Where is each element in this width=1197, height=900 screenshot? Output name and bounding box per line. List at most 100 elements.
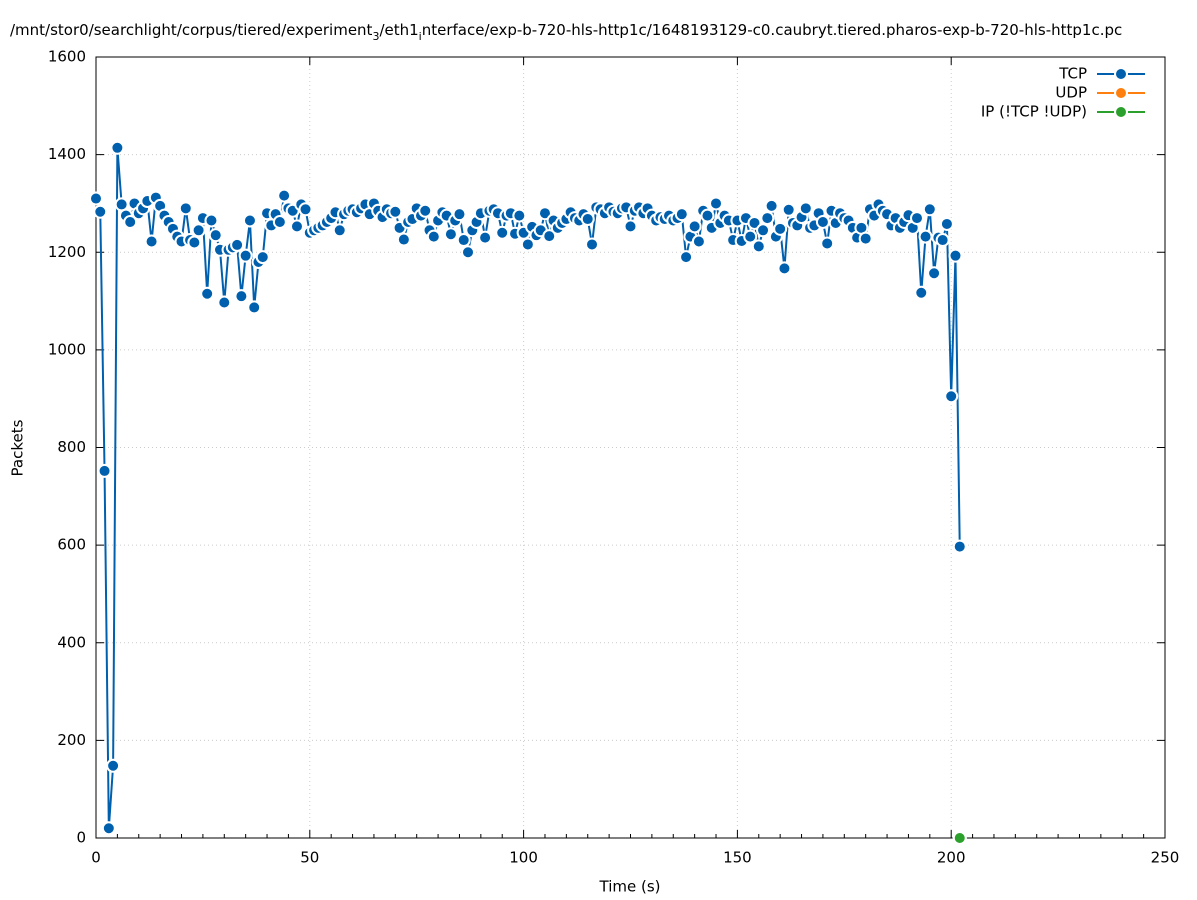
data-point — [89, 191, 103, 206]
data-point — [952, 831, 967, 845]
chart-title: /mnt/stor0/searchlight/corpus/tiered/exp… — [10, 21, 1122, 43]
data-point — [101, 821, 116, 836]
data-point — [580, 212, 595, 227]
data-point — [456, 233, 471, 248]
data-point — [909, 211, 924, 226]
legend-label: IP (!TCP !UDP) — [981, 103, 1087, 121]
data-point — [914, 285, 929, 300]
y-tick-label: 1000 — [48, 340, 86, 358]
data-point — [939, 216, 954, 231]
data-point — [537, 206, 552, 221]
data-point — [743, 229, 758, 244]
data-point — [691, 234, 706, 249]
y-tick-label: 200 — [57, 731, 86, 749]
data-point — [114, 197, 129, 212]
data-point — [747, 215, 762, 230]
data-point — [204, 213, 219, 228]
data-point — [478, 230, 493, 245]
data-point — [815, 214, 830, 229]
legend-label: TCP — [1058, 65, 1087, 83]
data-point — [200, 286, 215, 301]
legend-marker — [1114, 105, 1128, 119]
legend-label: UDP — [1055, 84, 1087, 102]
data-point — [396, 232, 411, 247]
data-point — [443, 227, 458, 242]
y-tick-label: 0 — [76, 829, 86, 847]
data-point — [952, 539, 967, 554]
data-point — [777, 261, 792, 276]
legend-marker — [1114, 86, 1128, 100]
data-point — [93, 204, 108, 219]
data-point — [426, 229, 441, 244]
data-point — [234, 289, 249, 304]
data-point — [230, 237, 245, 252]
data-point — [781, 202, 796, 217]
data-point — [520, 237, 535, 252]
data-point — [289, 219, 304, 234]
data-point — [820, 236, 835, 251]
data-point — [238, 248, 253, 263]
title-part: /eth1 — [379, 21, 418, 39]
y-axis-label: Packets — [9, 419, 27, 476]
data-point — [751, 239, 766, 254]
data-point — [388, 204, 403, 219]
data-point — [798, 201, 813, 216]
data-point — [110, 140, 125, 155]
data-point — [760, 211, 775, 226]
title-part: i — [419, 30, 422, 43]
data-point — [191, 223, 206, 238]
y-tick-label: 1600 — [48, 48, 86, 66]
data-point — [332, 223, 347, 238]
data-point — [255, 250, 270, 265]
data-point — [495, 225, 510, 240]
data-point — [764, 198, 779, 213]
data-point — [674, 207, 689, 222]
data-point — [277, 188, 292, 203]
data-point — [452, 207, 467, 222]
data-point — [178, 201, 193, 216]
data-point — [858, 231, 873, 246]
data-point — [123, 214, 138, 229]
data-point — [922, 202, 937, 217]
data-point — [461, 245, 476, 260]
data-point — [948, 248, 963, 263]
data-point — [679, 250, 694, 265]
data-point — [935, 233, 950, 248]
data-point — [272, 214, 287, 229]
x-tick-label: 0 — [91, 849, 101, 867]
x-tick-label: 250 — [1151, 849, 1180, 867]
legend-marker — [1114, 67, 1128, 81]
data-point — [687, 219, 702, 234]
data-point — [144, 234, 159, 249]
y-tick-label: 600 — [57, 536, 86, 554]
x-tick-label: 150 — [723, 849, 752, 867]
y-tick-label: 1200 — [48, 243, 86, 261]
data-point — [700, 208, 715, 223]
data-point — [208, 228, 223, 243]
x-axis-label: Time (s) — [599, 878, 661, 896]
data-point — [97, 463, 112, 478]
y-tick-label: 400 — [57, 633, 86, 651]
plot-border — [95, 56, 1166, 839]
data-point — [187, 235, 202, 250]
data-point — [918, 229, 933, 244]
x-tick-label: 50 — [300, 849, 319, 867]
y-tick-label: 800 — [57, 438, 86, 456]
x-tick-label: 100 — [509, 849, 538, 867]
data-point — [512, 208, 527, 223]
data-point — [542, 229, 557, 244]
data-point — [944, 389, 959, 404]
data-point — [217, 295, 232, 310]
data-point — [773, 221, 788, 236]
data-point — [418, 203, 433, 218]
data-point — [298, 202, 313, 217]
data-point — [106, 758, 121, 773]
title-part: nterface/exp-b-720-hls-http1c/1648193129… — [422, 21, 1123, 39]
title-part: 3 — [372, 30, 379, 43]
data-point — [247, 300, 262, 315]
data-point — [585, 237, 600, 252]
data-point — [709, 196, 724, 211]
data-point — [623, 219, 638, 234]
data-point — [756, 223, 771, 238]
